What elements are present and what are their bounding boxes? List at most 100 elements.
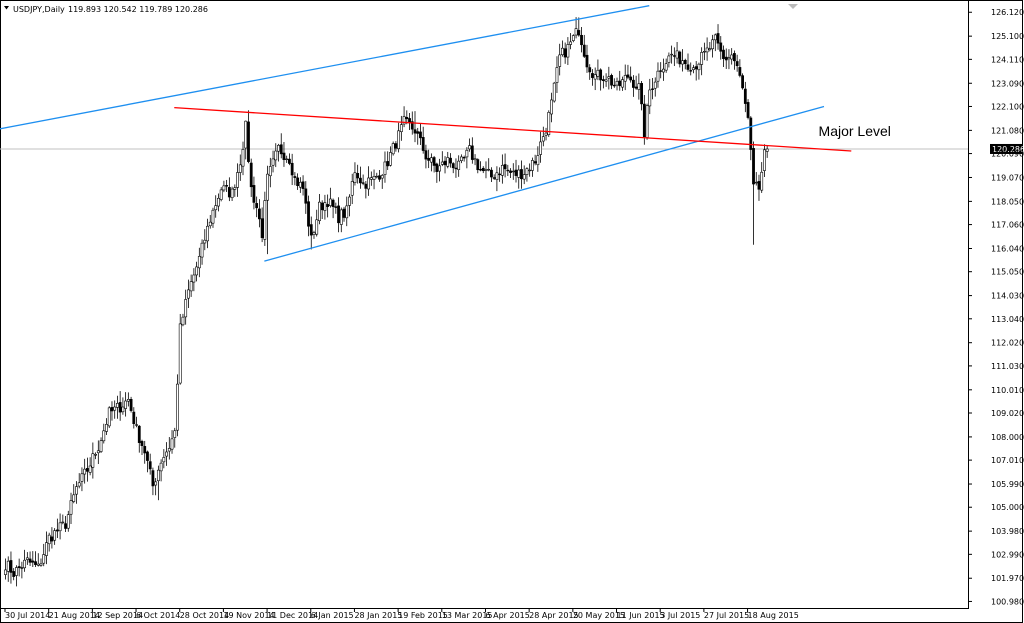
candle-body bbox=[96, 450, 100, 454]
candle-body bbox=[511, 170, 515, 173]
candle-body bbox=[318, 201, 321, 222]
candle-body bbox=[203, 239, 207, 244]
candle-body bbox=[460, 156, 463, 161]
candle-body bbox=[577, 30, 581, 36]
candle bbox=[449, 153, 452, 168]
candle-body bbox=[285, 158, 289, 161]
candle bbox=[345, 196, 349, 227]
candle bbox=[648, 78, 652, 115]
candle bbox=[187, 279, 190, 308]
candle-body bbox=[53, 530, 57, 541]
candle bbox=[692, 64, 695, 74]
candle-body bbox=[451, 163, 455, 169]
candle-body bbox=[427, 157, 431, 161]
candle bbox=[544, 127, 548, 141]
trendlines[interactable] bbox=[0, 5, 852, 262]
candle-body bbox=[626, 74, 630, 78]
candle bbox=[610, 73, 613, 90]
candle bbox=[192, 268, 196, 292]
candle-body bbox=[132, 411, 136, 424]
candle-body bbox=[763, 149, 766, 171]
candle bbox=[465, 147, 469, 169]
candle bbox=[372, 169, 376, 190]
y-tick-label: 121.080 bbox=[991, 126, 1024, 135]
candle-body bbox=[689, 70, 693, 72]
candle bbox=[296, 173, 300, 190]
candle-body bbox=[187, 289, 190, 299]
candle-body bbox=[34, 561, 37, 565]
candle bbox=[522, 165, 526, 185]
candle bbox=[380, 173, 384, 189]
candle bbox=[6, 556, 10, 582]
y-tick-label: 109.020 bbox=[991, 409, 1024, 418]
candle-body bbox=[498, 173, 502, 176]
candle-body bbox=[746, 102, 750, 118]
candle bbox=[247, 110, 250, 164]
candle bbox=[550, 92, 553, 123]
y-tick-label: 123.090 bbox=[991, 79, 1024, 88]
candle bbox=[39, 558, 43, 567]
candle bbox=[713, 33, 717, 52]
candle bbox=[607, 66, 611, 90]
candle-body bbox=[479, 169, 482, 171]
candle bbox=[34, 551, 37, 568]
candle bbox=[596, 59, 600, 81]
candle-body bbox=[50, 536, 54, 542]
candle-body bbox=[337, 205, 340, 224]
candle bbox=[69, 492, 73, 524]
candle bbox=[288, 153, 291, 166]
candle-body bbox=[45, 542, 48, 556]
candle bbox=[547, 110, 551, 137]
candle bbox=[290, 153, 294, 186]
y-tick-label: 102.990 bbox=[991, 550, 1024, 559]
candle-body bbox=[15, 567, 18, 576]
x-tick-label: 13 Mar 2015 bbox=[442, 611, 493, 620]
candle bbox=[181, 313, 185, 327]
candle-body bbox=[312, 232, 316, 235]
candle-body bbox=[618, 80, 622, 87]
candle-body bbox=[233, 187, 237, 190]
symbol-dropdown-icon[interactable] bbox=[4, 6, 9, 10]
candle bbox=[541, 126, 545, 147]
price-axis: 126.120 125.100 124.110 123.090 122.100 121.0… bbox=[968, 8, 1024, 606]
candle-body bbox=[760, 171, 764, 191]
candle-body bbox=[140, 441, 144, 446]
candle bbox=[730, 48, 734, 65]
y-tick-label: 112.020 bbox=[991, 339, 1024, 348]
candle bbox=[749, 116, 753, 161]
candle bbox=[495, 166, 499, 192]
candle bbox=[552, 81, 556, 103]
candle bbox=[631, 75, 635, 97]
candle-body bbox=[36, 563, 40, 566]
candle bbox=[555, 56, 559, 93]
candle-body bbox=[582, 44, 586, 57]
candle bbox=[711, 34, 714, 58]
candle bbox=[195, 261, 199, 282]
candle-body bbox=[681, 60, 684, 65]
candle bbox=[454, 158, 458, 178]
candle bbox=[733, 50, 736, 70]
candle-body bbox=[593, 74, 597, 80]
candle-body bbox=[705, 47, 709, 53]
shift-marker-icon[interactable] bbox=[788, 4, 798, 9]
candle-body bbox=[386, 161, 390, 167]
candle-body bbox=[236, 172, 239, 188]
candle bbox=[337, 197, 340, 233]
candle-body bbox=[9, 560, 13, 573]
candle-body bbox=[293, 176, 297, 178]
candle bbox=[708, 42, 712, 52]
x-tick-label: 27 Jul 2015 bbox=[704, 611, 749, 620]
candle-body bbox=[12, 571, 16, 577]
candle bbox=[511, 163, 515, 180]
current-price-line: 120.286 bbox=[0, 143, 1024, 154]
candle-body bbox=[192, 274, 196, 283]
candle-body bbox=[181, 316, 185, 326]
candle bbox=[492, 174, 496, 180]
candle bbox=[623, 64, 627, 91]
candle bbox=[12, 568, 16, 581]
candle bbox=[159, 459, 163, 482]
candle bbox=[539, 131, 542, 163]
candle-body bbox=[167, 448, 171, 452]
candle bbox=[88, 457, 92, 476]
